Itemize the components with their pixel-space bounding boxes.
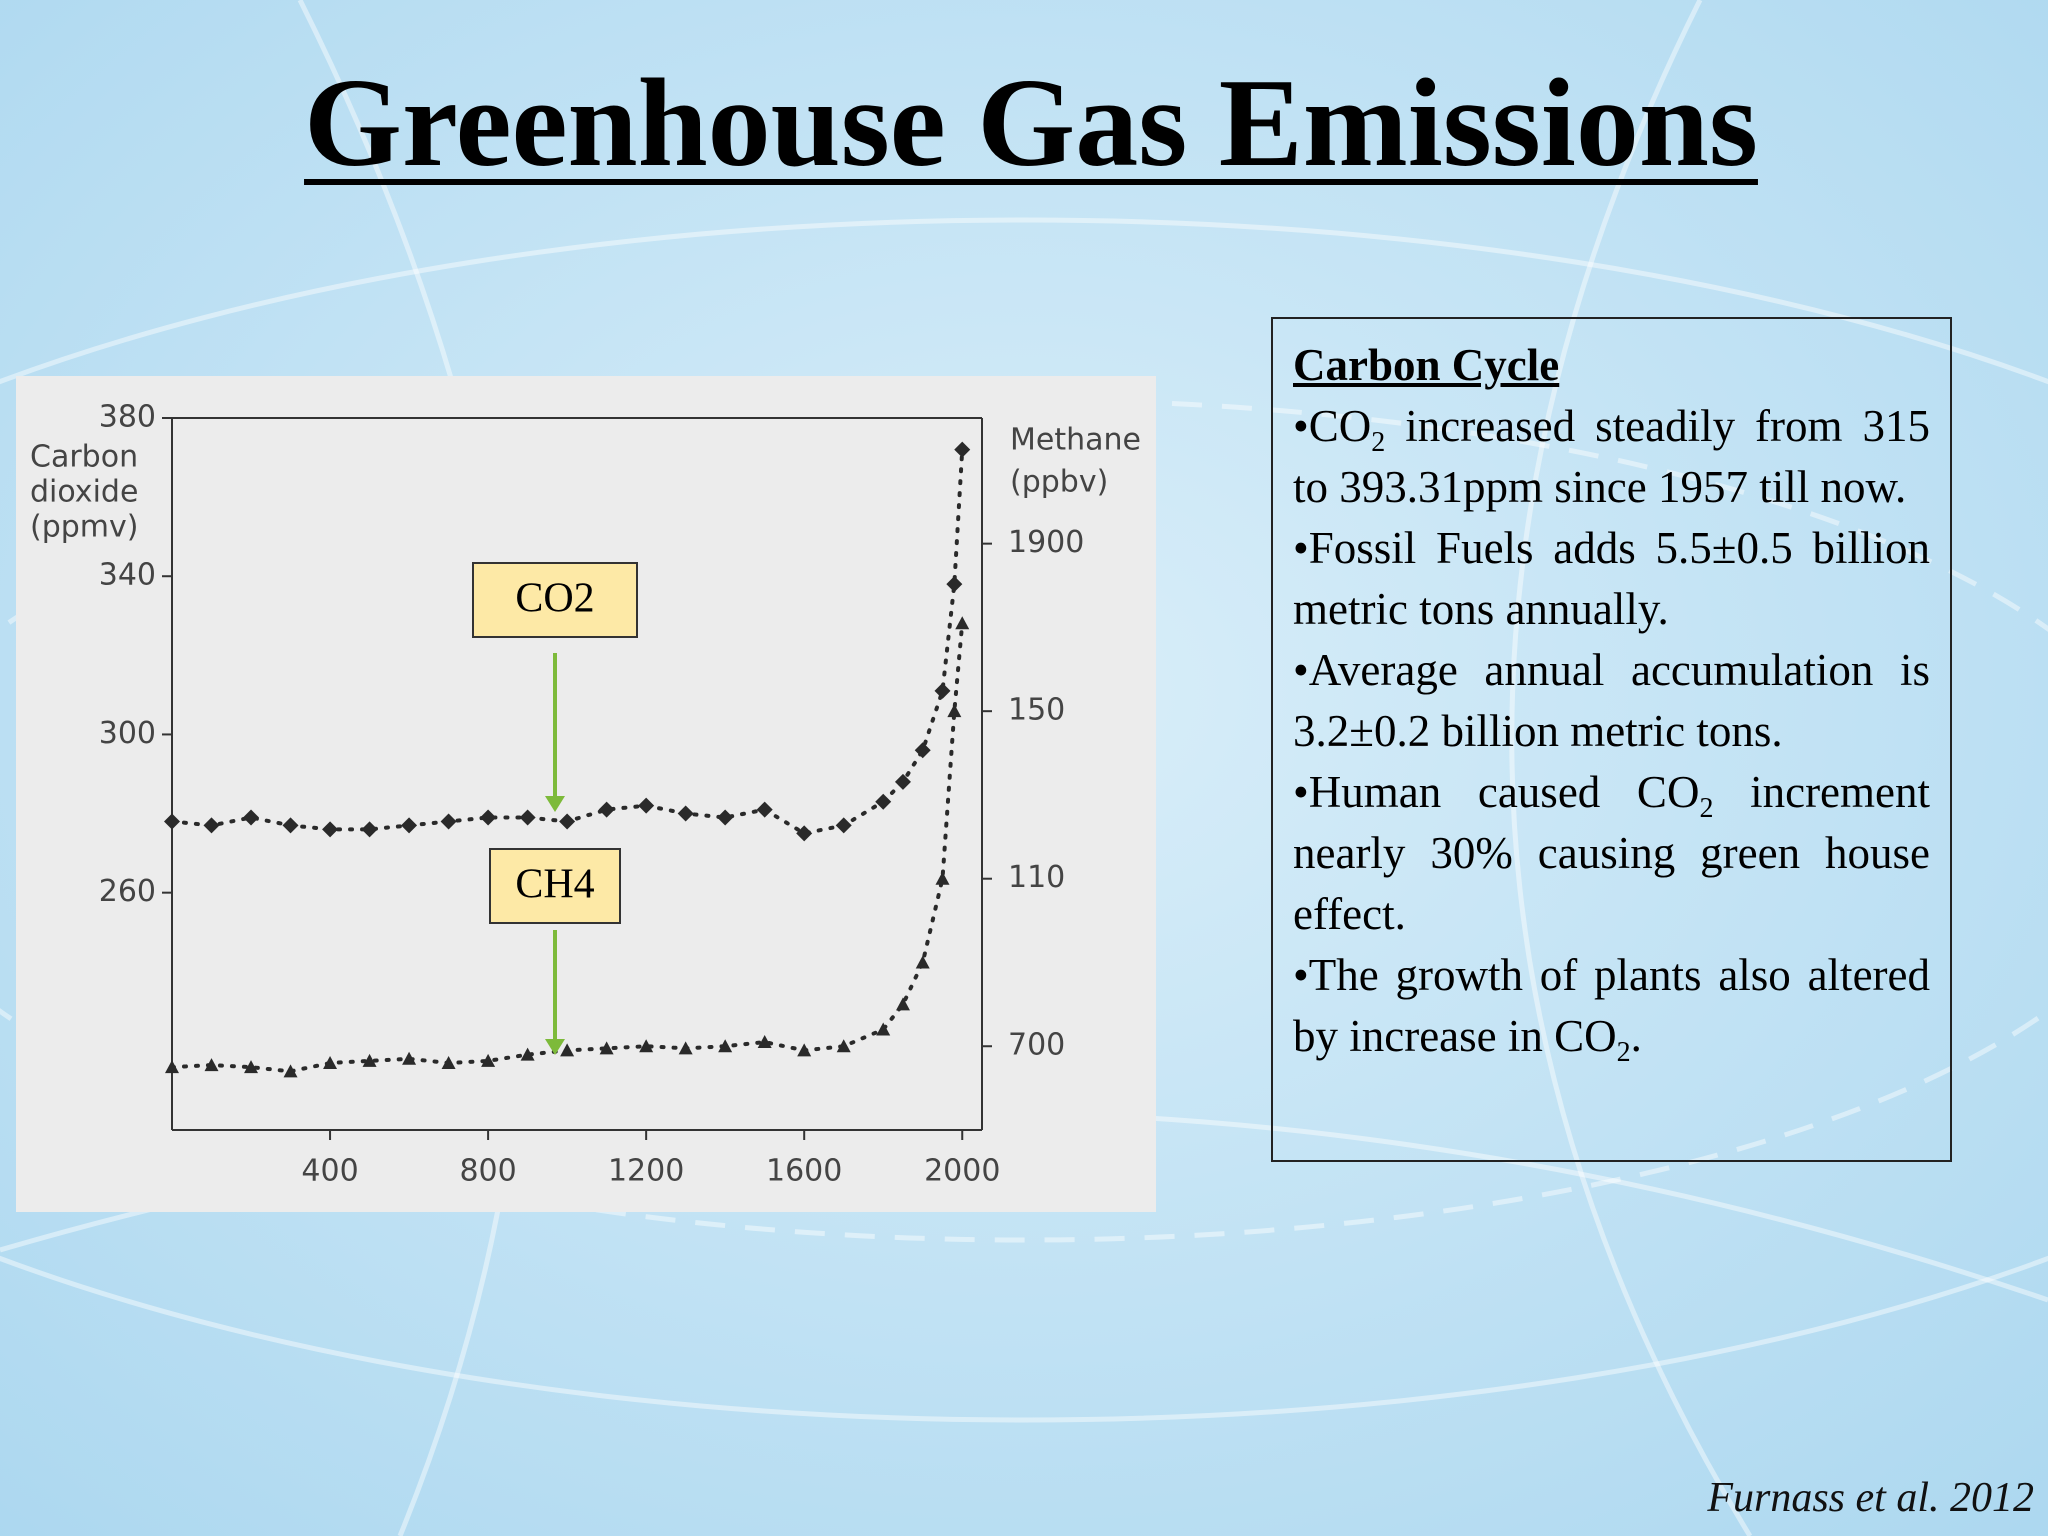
- ch4-point: [935, 871, 950, 885]
- co2-point: [934, 682, 951, 699]
- text-box: Carbon Cycle •CO2 increased steadily fro…: [1271, 317, 1952, 1162]
- co2-point: [946, 576, 963, 593]
- chart-panel: [16, 376, 1156, 1212]
- bullet-text: •Human caused CO: [1293, 767, 1700, 817]
- callout-arrowhead: [545, 796, 565, 812]
- slide-title: Greenhouse Gas Emissions: [304, 54, 1758, 193]
- series-line: [170, 621, 965, 1074]
- ch4-point: [915, 955, 930, 969]
- y-tick-label: 340: [99, 558, 156, 593]
- ch4-point: [757, 1035, 772, 1049]
- co2-point: [717, 809, 734, 826]
- callout-box: [472, 562, 638, 638]
- ch4-point: [402, 1051, 417, 1065]
- ch4-point: [323, 1055, 338, 1069]
- ch4-point: [718, 1039, 733, 1053]
- co2-point: [875, 793, 892, 810]
- ch4-point: [560, 1043, 575, 1057]
- ch4-point: [520, 1047, 535, 1061]
- ch4-point: [876, 1022, 891, 1036]
- bullet: •CO2 increased steadily from 315 to 393.…: [1293, 396, 1930, 518]
- ch4-point: [836, 1039, 851, 1053]
- bullet-text: •CO: [1293, 401, 1372, 451]
- co2-point: [677, 805, 694, 822]
- bullet: •The growth of plants also altered by in…: [1293, 945, 1930, 1067]
- ch4-point: [481, 1053, 496, 1067]
- bullet-list: •CO2 increased steadily from 315 to 393.…: [1293, 396, 1930, 1067]
- bullet-text: increment nearly 30% causing green house…: [1293, 767, 1931, 939]
- co2-point: [361, 821, 378, 838]
- bullet-text: •Fossil Fuels adds 5.5±0.5 billion metri…: [1293, 523, 1930, 634]
- bullet-text: increased steadily from 315 to 393.31ppm…: [1293, 401, 1930, 512]
- co2-point: [835, 817, 852, 834]
- co2-point: [914, 742, 931, 759]
- x-tick-label: 400: [301, 1154, 358, 1189]
- ch4-point: [441, 1055, 456, 1069]
- callout-label: CO2: [515, 576, 594, 622]
- x-tick-label: 800: [459, 1154, 516, 1189]
- callout-arrowhead: [545, 1039, 565, 1055]
- y2-tick-label: 700: [1008, 1028, 1065, 1063]
- subscript: 2: [1371, 427, 1386, 458]
- bullet-text: •Average annual accumulation is 3.2±0.2 …: [1293, 645, 1930, 756]
- ch4-point: [165, 1060, 179, 1074]
- ch4-point: [678, 1041, 693, 1055]
- co2-point: [480, 809, 497, 826]
- callout-label: CH4: [515, 862, 594, 908]
- callout-box: [489, 848, 621, 924]
- ch4-point: [639, 1039, 654, 1053]
- y-tick-label: 260: [99, 874, 156, 909]
- ch4-point: [955, 616, 970, 630]
- co2-point: [243, 809, 260, 826]
- y2-tick-label: 150: [1008, 693, 1065, 728]
- ch4-point: [244, 1060, 259, 1074]
- bullet-text: •The growth of plants also altered by in…: [1293, 950, 1930, 1061]
- ch4-point: [362, 1053, 377, 1067]
- series-line: [170, 447, 965, 836]
- x-tick-label: 1200: [608, 1154, 684, 1189]
- bullet: •Human caused CO2 increment nearly 30% c…: [1293, 762, 1930, 945]
- co2-point: [598, 801, 615, 818]
- ch4-point: [797, 1043, 812, 1057]
- co2-point: [401, 817, 418, 834]
- co2-point: [519, 809, 536, 826]
- subscript: 2: [1699, 793, 1714, 824]
- co2-point: [756, 801, 773, 818]
- chart: 260 300 340 380 700 110 150 1900 400 800 1200 1600 2…: [30, 400, 1141, 1189]
- co2-point: [638, 797, 655, 814]
- y2-tick-label: 1900: [1008, 525, 1084, 560]
- co2-point: [164, 813, 180, 830]
- co2-point: [322, 821, 339, 838]
- co2-point: [894, 773, 911, 790]
- y2-axis-title: Methane: [1010, 423, 1141, 458]
- y-axis-title: (ppmv): [30, 510, 138, 545]
- ch4-point: [204, 1058, 219, 1072]
- co2-point: [440, 813, 457, 830]
- subscript: 2: [1616, 1037, 1631, 1068]
- co2-point: [282, 817, 299, 834]
- y-axis-title: dioxide: [30, 475, 138, 510]
- ch4-point: [947, 704, 962, 718]
- bullet-text: .: [1630, 1011, 1642, 1061]
- co2-point: [559, 813, 576, 830]
- citation: Furnass et al. 2012: [1707, 1475, 2034, 1521]
- co2-point: [796, 825, 813, 842]
- bullet: •Fossil Fuels adds 5.5±0.5 billion metri…: [1293, 518, 1930, 640]
- x-tick-label: 2000: [924, 1154, 1000, 1189]
- y2-axis-title: (ppbv): [1010, 465, 1108, 500]
- co2-point: [954, 441, 971, 458]
- bullet: •Average annual accumulation is 3.2±0.2 …: [1293, 640, 1930, 762]
- y-tick-label: 380: [99, 400, 156, 435]
- co2-point: [203, 817, 220, 834]
- ch4-point: [599, 1041, 614, 1055]
- y2-tick-label: 110: [1008, 860, 1065, 895]
- y-axis-title: Carbon: [30, 440, 138, 475]
- x-tick-label: 1600: [766, 1154, 842, 1189]
- ch4-point: [283, 1064, 298, 1078]
- ch4-point: [895, 997, 910, 1011]
- text-box-heading: Carbon Cycle: [1293, 340, 1560, 390]
- y-tick-label: 300: [99, 716, 156, 751]
